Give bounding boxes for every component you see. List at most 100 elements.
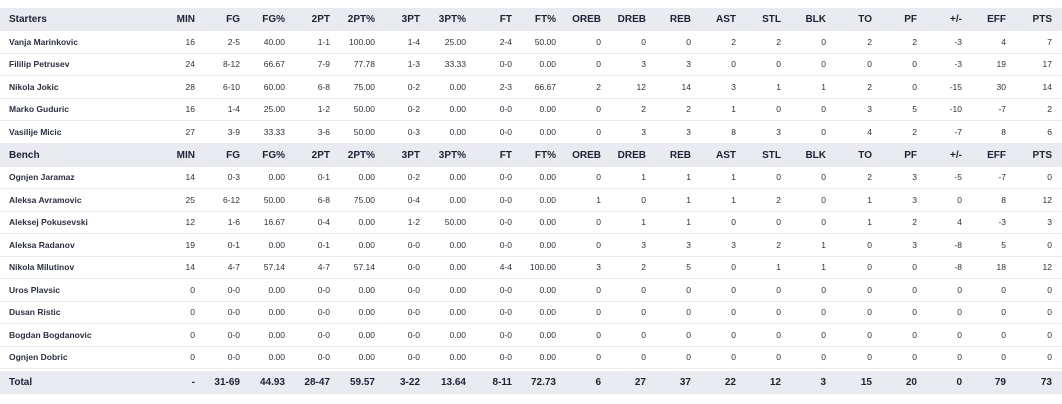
player-name[interactable]: Nikola Jokic <box>9 81 59 92</box>
stat-3pt: 0-4 <box>407 194 420 205</box>
stat-ast: 0 <box>731 352 736 363</box>
player-name[interactable]: Aleksa Radanov <box>9 239 75 250</box>
stat-fg: 4-7 <box>227 262 240 273</box>
column-header-fg-pct[interactable]: FG% <box>262 14 285 25</box>
stat-to: 1 <box>867 194 872 205</box>
stat-ft: 0-0 <box>499 59 512 70</box>
player-name[interactable]: Fililip Petrusev <box>9 59 70 70</box>
stat-to: 0 <box>867 59 872 70</box>
player-name[interactable]: Vasilije Micic <box>9 126 62 137</box>
stat-ft: 2-4 <box>499 36 512 47</box>
column-header-ast[interactable]: AST <box>716 149 736 161</box>
stat-fg: 0-3 <box>227 172 240 183</box>
player-name[interactable]: Aleksej Pokusevski <box>9 217 88 228</box>
column-header-fg[interactable]: FG <box>226 149 240 161</box>
column-header-to[interactable]: TO <box>858 149 872 161</box>
column-header-2pt-pct[interactable]: 2PT% <box>347 14 375 25</box>
column-header-to[interactable]: TO <box>858 14 872 25</box>
stat-pts: 12 <box>1042 194 1052 205</box>
stat-pts: 0 <box>1047 352 1052 363</box>
stat-ft-pct: 0.00 <box>539 284 556 295</box>
player-name[interactable]: Vanja Marinkovic <box>9 36 78 47</box>
column-header-pts[interactable]: PTS <box>1032 14 1052 25</box>
stat-blk: 0 <box>821 307 826 318</box>
stat-3pt-pct: 0.00 <box>449 81 466 92</box>
player-name[interactable]: Nikola Milutinov <box>9 262 75 273</box>
column-header-3pt-pct[interactable]: 3PT% <box>438 149 466 161</box>
column-header-3pt[interactable]: 3PT <box>401 14 420 25</box>
player-name[interactable]: Aleksa Avramovic <box>9 194 82 205</box>
stat-3pt: 1-3 <box>407 59 420 70</box>
stat-ft: 0-0 <box>499 194 512 205</box>
column-header-blk[interactable]: BLK <box>805 14 826 25</box>
stat-plus-minus: -8 <box>954 262 962 273</box>
column-header-oreb[interactable]: OREB <box>572 14 601 25</box>
stat-pts: 2 <box>1047 104 1052 115</box>
stat-eff: -3 <box>998 217 1006 228</box>
column-header-pf[interactable]: PF <box>904 149 917 161</box>
column-header-reb[interactable]: REB <box>669 14 691 25</box>
stat-3pt: 1-2 <box>407 217 420 228</box>
box-score-table: Starters MIN FG FG% 2PT 2PT% 3PT 3PT% FT FT% OREB D… <box>0 8 1062 394</box>
stat-reb: 0 <box>686 352 691 363</box>
column-header-plus-minus[interactable]: +/- <box>950 14 962 25</box>
stat-fg-pct: 40.00 <box>263 36 285 47</box>
column-header-ft-pct[interactable]: FT% <box>534 14 556 25</box>
column-header-2pt-pct[interactable]: 2PT% <box>347 149 375 161</box>
stat-2pt-pct: 0.00 <box>358 307 375 318</box>
stat-blk: 0 <box>821 104 826 115</box>
total-2pt-pct: 59.57 <box>349 377 375 388</box>
column-header-3pt[interactable]: 3PT <box>401 149 420 161</box>
stat-reb: 0 <box>686 284 691 295</box>
column-header-blk[interactable]: BLK <box>805 149 826 161</box>
column-header-pf[interactable]: PF <box>904 14 917 25</box>
player-name[interactable]: Marko Guduric <box>9 104 69 115</box>
column-header-oreb[interactable]: OREB <box>572 149 601 161</box>
stat-to: 0 <box>867 239 872 250</box>
column-header-ft[interactable]: FT <box>499 149 512 161</box>
player-name[interactable]: Ognjen Jaramaz <box>9 172 75 183</box>
column-header-min[interactable]: MIN <box>176 149 195 161</box>
column-header-fg-pct[interactable]: FG% <box>262 149 285 161</box>
column-header-dreb[interactable]: DREB <box>617 14 646 25</box>
total-stl: 12 <box>769 377 781 388</box>
column-header-reb[interactable]: REB <box>669 149 691 161</box>
column-header-min[interactable]: MIN <box>176 14 195 25</box>
stat-pf: 3 <box>912 239 917 250</box>
total-oreb: 6 <box>595 377 601 388</box>
column-header-2pt[interactable]: 2PT <box>311 14 330 25</box>
column-header-2pt[interactable]: 2PT <box>311 149 330 161</box>
stat-reb: 1 <box>686 217 691 228</box>
stat-2pt: 0-1 <box>317 172 330 183</box>
column-header-dreb[interactable]: DREB <box>617 149 646 161</box>
stat-3pt-pct: 0.00 <box>449 172 466 183</box>
stat-plus-minus: -8 <box>954 239 962 250</box>
stat-fg-pct: 0.00 <box>268 329 285 340</box>
stat-2pt-pct: 77.78 <box>353 59 375 70</box>
column-header-ft-pct[interactable]: FT% <box>534 149 556 161</box>
total-pts: 73 <box>1040 377 1052 388</box>
column-header-ast[interactable]: AST <box>716 14 736 25</box>
column-header-ft[interactable]: FT <box>499 14 512 25</box>
column-header-fg[interactable]: FG <box>226 14 240 25</box>
column-header-eff[interactable]: EFF <box>987 149 1006 161</box>
column-header-eff[interactable]: EFF <box>987 14 1006 25</box>
player-name[interactable]: Bogdan Bogdanovic <box>9 329 92 340</box>
stat-dreb: 0 <box>641 284 646 295</box>
column-header-plus-minus[interactable]: +/- <box>950 149 962 161</box>
player-name[interactable]: Dusan Ristic <box>9 307 61 318</box>
player-name[interactable]: Uros Plavsic <box>9 284 61 295</box>
player-row: Nikola Milutinov 14 4-7 57.14 4-7 57.14 0-0 0.0… <box>0 256 1062 279</box>
stat-to: 4 <box>867 126 872 137</box>
column-header-pts[interactable]: PTS <box>1032 149 1052 161</box>
column-header-stl[interactable]: STL <box>762 14 781 25</box>
stat-oreb: 0 <box>596 284 601 295</box>
stat-stl: 0 <box>776 172 781 183</box>
stat-fg-pct: 66.67 <box>263 59 285 70</box>
player-name[interactable]: Ognjen Dobric <box>9 352 68 363</box>
stat-eff: 0 <box>1001 307 1006 318</box>
column-header-stl[interactable]: STL <box>762 149 781 161</box>
stat-min: 0 <box>190 329 195 340</box>
column-header-3pt-pct[interactable]: 3PT% <box>438 14 466 25</box>
stat-stl: 0 <box>776 352 781 363</box>
